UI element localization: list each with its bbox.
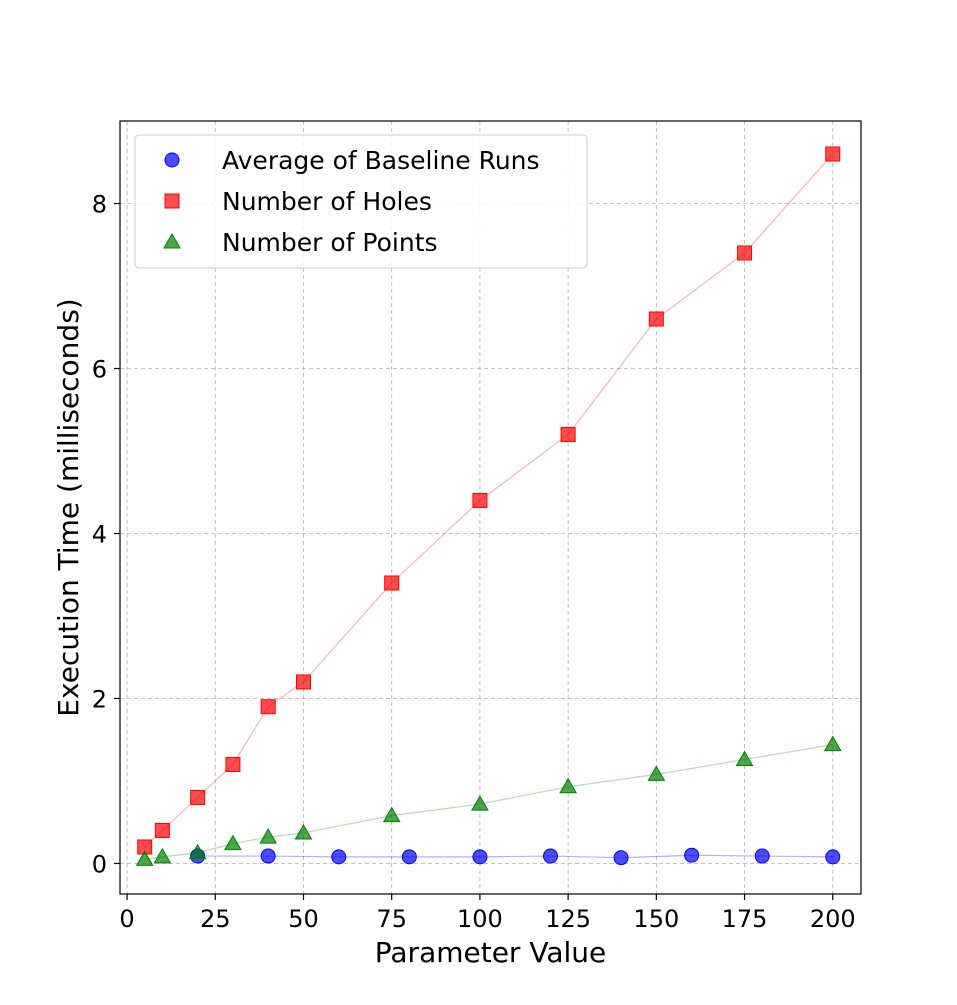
data-point-triangle	[259, 828, 278, 844]
data-point-triangle	[188, 843, 207, 860]
y-tick-label: 2	[92, 685, 107, 713]
series-line-circle	[197, 854, 833, 859]
y-tick-label: 0	[92, 850, 107, 878]
x-tick-label: 175	[722, 905, 768, 933]
data-point-circle	[542, 848, 558, 864]
legend-marker-square	[164, 193, 180, 209]
data-point-square	[384, 575, 400, 591]
x-tick-label: 200	[810, 905, 856, 933]
x-tick-label: 50	[288, 905, 319, 933]
data-point-triangle	[823, 735, 842, 752]
legend-marker-triangle	[163, 232, 181, 249]
data-point-circle	[825, 849, 841, 865]
data-point-square	[154, 822, 170, 838]
x-tick-label: 150	[633, 905, 679, 933]
data-point-square	[225, 756, 241, 772]
x-tick-label: 0	[119, 905, 134, 933]
data-point-square	[648, 311, 664, 327]
y-tick-label: 6	[92, 355, 107, 383]
legend-label: Number of Holes	[222, 187, 432, 216]
series-line-triangle	[144, 744, 833, 860]
data-point-square	[295, 674, 311, 690]
x-axis-label: Parameter Value	[375, 936, 606, 969]
data-point-circle	[331, 849, 347, 865]
legend-label: Average of Baseline Runs	[222, 146, 540, 175]
plot-area-frame	[119, 120, 862, 895]
y-axis-label: Execution Time (milliseconds)	[52, 298, 85, 716]
data-point-circle	[260, 848, 276, 864]
data-point-circle	[684, 847, 700, 863]
data-point-triangle	[647, 765, 666, 781]
x-tick-label: 75	[376, 905, 407, 933]
data-point-triangle	[382, 806, 401, 823]
data-point-circle	[754, 848, 770, 864]
data-point-square	[737, 245, 753, 261]
data-point-circle	[613, 850, 629, 866]
legend-box	[134, 134, 588, 269]
data-point-triangle	[735, 750, 754, 767]
data-point-triangle	[471, 795, 489, 811]
x-tick-label: 100	[457, 905, 503, 933]
data-point-triangle	[559, 777, 577, 794]
series-markers	[135, 146, 842, 866]
data-point-triangle	[294, 823, 313, 840]
data-point-square	[560, 426, 576, 442]
x-tick-label: 125	[545, 905, 591, 933]
legend: Average of Baseline Runs Number of Holes N…	[134, 134, 588, 269]
axis-ticks: 0 25 50 75 100 125 150 175 200 0 2 4 6 8	[92, 190, 856, 933]
legend-marker-circle	[164, 152, 180, 168]
data-point-square	[190, 789, 206, 805]
data-point-triangle	[224, 834, 242, 851]
y-tick-label: 4	[92, 520, 107, 548]
data-point-square	[825, 146, 841, 162]
legend-label: Number of Points	[222, 228, 438, 257]
data-point-circle	[472, 849, 488, 865]
x-tick-label: 25	[200, 905, 231, 933]
data-point-triangle	[153, 847, 172, 864]
data-point-square	[260, 699, 276, 715]
y-tick-label: 8	[92, 190, 107, 218]
data-point-triangle	[135, 850, 154, 866]
data-point-circle	[401, 849, 417, 865]
data-point-square	[472, 492, 488, 508]
